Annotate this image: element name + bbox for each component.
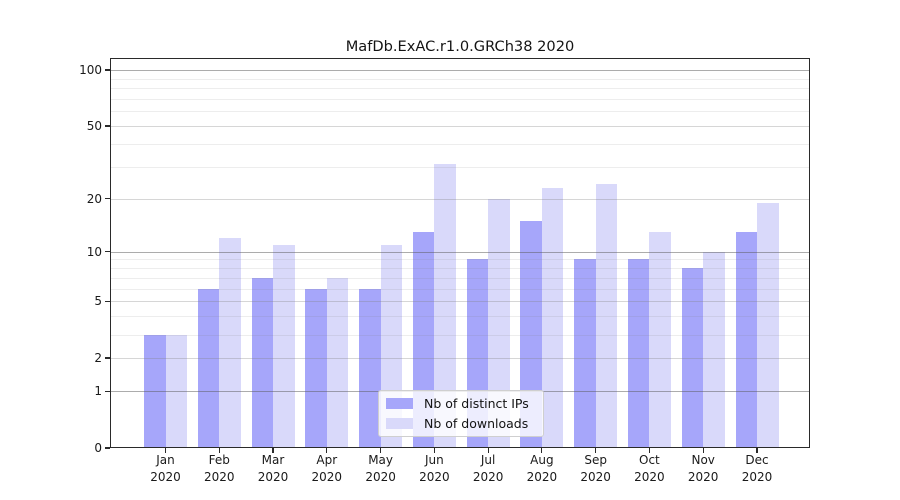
bar-nb-of-downloads-mar	[273, 244, 295, 448]
y-tick-label-1: 1	[94, 384, 102, 399]
bar-nb-of-downloads-aug	[541, 187, 564, 448]
legend-swatch-distinct-ips-icon	[386, 398, 413, 409]
bar-nb-of-downloads-jul	[488, 198, 510, 448]
gridline-5	[110, 301, 810, 303]
legend-item-distinct-ips: Nb of distinct IPs	[386, 395, 543, 411]
bar-nb-of-distinct-ips-may	[359, 288, 381, 448]
gridline-100	[110, 70, 810, 71]
bar-nb-of-distinct-ips-mar	[251, 277, 273, 448]
gridline-20	[110, 198, 810, 200]
x-tick-label-apr: Apr 2020	[311, 453, 343, 484]
bar-nb-of-downloads-jun	[434, 164, 456, 448]
bar-nb-of-downloads-dec	[757, 202, 779, 448]
legend-label-distinct-ips: Nb of distinct IPs	[424, 395, 529, 411]
x-tick-label-aug: Aug 2020	[526, 453, 558, 484]
gridline-minor-4	[110, 316, 810, 318]
legend-swatch-downloads-icon	[386, 418, 413, 429]
gridline-minor-40	[110, 143, 810, 145]
x-tick-label-sep: Sep 2020	[580, 453, 611, 484]
gridline-minor-80	[110, 88, 810, 90]
gridline-10	[110, 251, 810, 253]
x-tick-label-feb: Feb 2020	[204, 453, 235, 484]
gridline-minor-30	[110, 166, 810, 168]
x-tick-label-oct: Oct 2020	[634, 453, 665, 484]
bar-nb-of-distinct-ips-dec	[735, 231, 757, 448]
x-tick-may	[380, 448, 382, 453]
gridline-minor-6	[110, 288, 810, 290]
x-tick-nov	[702, 448, 704, 453]
x-tick-feb	[218, 448, 220, 453]
x-tick-label-mar: Mar 2020	[257, 453, 289, 484]
y-tick-1	[105, 390, 110, 392]
plot-area	[110, 58, 810, 448]
bar-nb-of-distinct-ips-sep	[574, 259, 596, 448]
x-tick-jan	[164, 448, 167, 453]
bar-nb-of-downloads-oct	[649, 231, 671, 448]
x-tick-dec	[756, 448, 758, 453]
x-tick-jul	[487, 448, 489, 453]
y-tick-label-50: 50	[86, 119, 102, 133]
gridline-minor-7	[110, 277, 810, 279]
x-tick-label-jun: Jun 2020	[419, 453, 450, 484]
bar-nb-of-distinct-ips-apr	[305, 288, 327, 448]
y-tick-label-10: 10	[86, 244, 102, 259]
x-tick-sep	[595, 448, 597, 453]
y-tick-5	[105, 300, 110, 302]
y-tick-50	[105, 125, 110, 127]
gridline-minor-70	[110, 98, 810, 100]
gridline-minor-90	[110, 78, 810, 80]
chart-title: MafDb.ExAC.r1.0.GRCh38 2020	[345, 38, 575, 55]
y-tick-20	[105, 198, 110, 200]
x-tick-label-may: May 2020	[365, 453, 396, 484]
legend: Nb of distinct IPs Nb of downloads	[378, 390, 544, 437]
y-tick-label-0: 0	[94, 441, 102, 455]
x-tick-label-jul: Jul 2020	[472, 453, 504, 484]
gridline-2	[110, 358, 810, 359]
x-tick-apr	[326, 448, 328, 453]
y-tick-label-5: 5	[94, 294, 102, 309]
gridline-minor-9	[110, 259, 810, 261]
x-tick-label-nov: Nov 2020	[687, 453, 719, 484]
gridline-50	[110, 126, 810, 127]
gridline-minor-8	[110, 268, 810, 269]
y-tick-label-2: 2	[94, 351, 102, 365]
x-tick-mar	[272, 448, 274, 453]
legend-label-downloads: Nb of downloads	[424, 415, 529, 431]
x-tick-label-dec: Dec 2020	[741, 453, 773, 484]
bar-nb-of-distinct-ips-nov	[681, 268, 704, 448]
bar-nb-of-downloads-feb	[219, 237, 241, 448]
gridline-minor-60	[110, 111, 810, 113]
x-tick-aug	[541, 448, 543, 453]
y-tick-0	[105, 447, 110, 449]
x-tick-label-jan: Jan 2020	[150, 453, 181, 484]
bar-nb-of-downloads-sep	[595, 184, 618, 448]
y-tick-10	[105, 251, 110, 253]
bar-nb-of-distinct-ips-oct	[627, 259, 650, 448]
legend-item-downloads: Nb of downloads	[386, 415, 543, 431]
bar-nb-of-downloads-apr	[326, 277, 349, 448]
y-tick-100	[105, 69, 110, 71]
bar-nb-of-distinct-ips-feb	[197, 288, 220, 448]
gridline-minor-3	[110, 334, 810, 336]
y-tick-2	[105, 357, 110, 359]
bar-nb-of-downloads-nov	[703, 251, 725, 448]
x-tick-jun	[433, 448, 435, 453]
y-tick-label-20: 20	[86, 191, 102, 206]
y-tick-label-100: 100	[79, 63, 102, 77]
x-tick-oct	[648, 448, 650, 453]
